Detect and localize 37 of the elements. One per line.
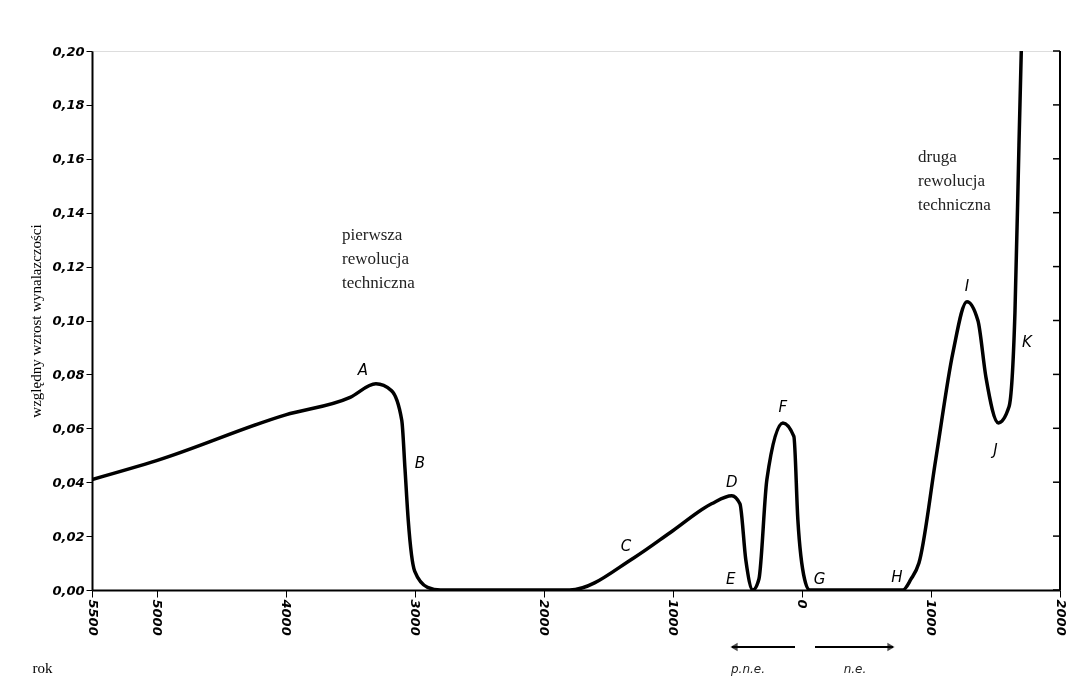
y-axis-title: względny wzrost wynalazczości bbox=[28, 224, 45, 418]
annotation: G bbox=[813, 570, 826, 588]
x-tick-label: 4000 bbox=[279, 598, 295, 636]
y-tick-label: 0,18 bbox=[52, 97, 85, 113]
y-tick-label: 0,04 bbox=[52, 474, 85, 490]
x-tick-label: 2000 bbox=[1053, 599, 1069, 636]
annotation: druga rewolucja techniczna bbox=[918, 147, 992, 214]
y-tick-label: 0,16 bbox=[52, 151, 85, 167]
x-tick-label: 2000 bbox=[537, 599, 553, 636]
y-tick-label: 0,12 bbox=[52, 259, 85, 275]
y-tick-label: 0,00 bbox=[52, 582, 85, 598]
text: p.n.e. bbox=[729, 662, 766, 676]
x-tick-label: 5500 bbox=[85, 599, 101, 636]
y-tick-label: 0,14 bbox=[52, 205, 85, 221]
text: n.e. bbox=[843, 662, 867, 676]
annotation: D bbox=[726, 472, 738, 491]
x-axis-title: rok bbox=[32, 659, 53, 676]
annotation: H bbox=[891, 568, 903, 586]
annotation: I bbox=[964, 276, 970, 295]
y-tick-label: 0,08 bbox=[52, 366, 85, 382]
annotation: F bbox=[778, 397, 788, 416]
annotation: E bbox=[726, 570, 737, 588]
y-tick-label: 0,06 bbox=[52, 420, 85, 436]
annotation: J bbox=[990, 440, 998, 459]
y-tick-label: 0,02 bbox=[52, 528, 85, 544]
y-tick-label: 0,20 bbox=[52, 43, 85, 59]
annotation: pierwsza rewolucja techniczna bbox=[342, 225, 416, 292]
x-tick-label: 1000 bbox=[924, 599, 940, 636]
x-tick-label: 5000 bbox=[150, 599, 166, 636]
annotation: K bbox=[1022, 333, 1034, 352]
annotation: A bbox=[356, 360, 369, 379]
annotation: C bbox=[620, 536, 632, 555]
annotation: B bbox=[414, 453, 426, 472]
y-tick-label: 0,10 bbox=[52, 313, 85, 328]
x-tick-label: 3000 bbox=[408, 599, 424, 636]
x-tick-label: 0 bbox=[795, 599, 811, 609]
x-tick-label: 1000 bbox=[666, 599, 682, 636]
